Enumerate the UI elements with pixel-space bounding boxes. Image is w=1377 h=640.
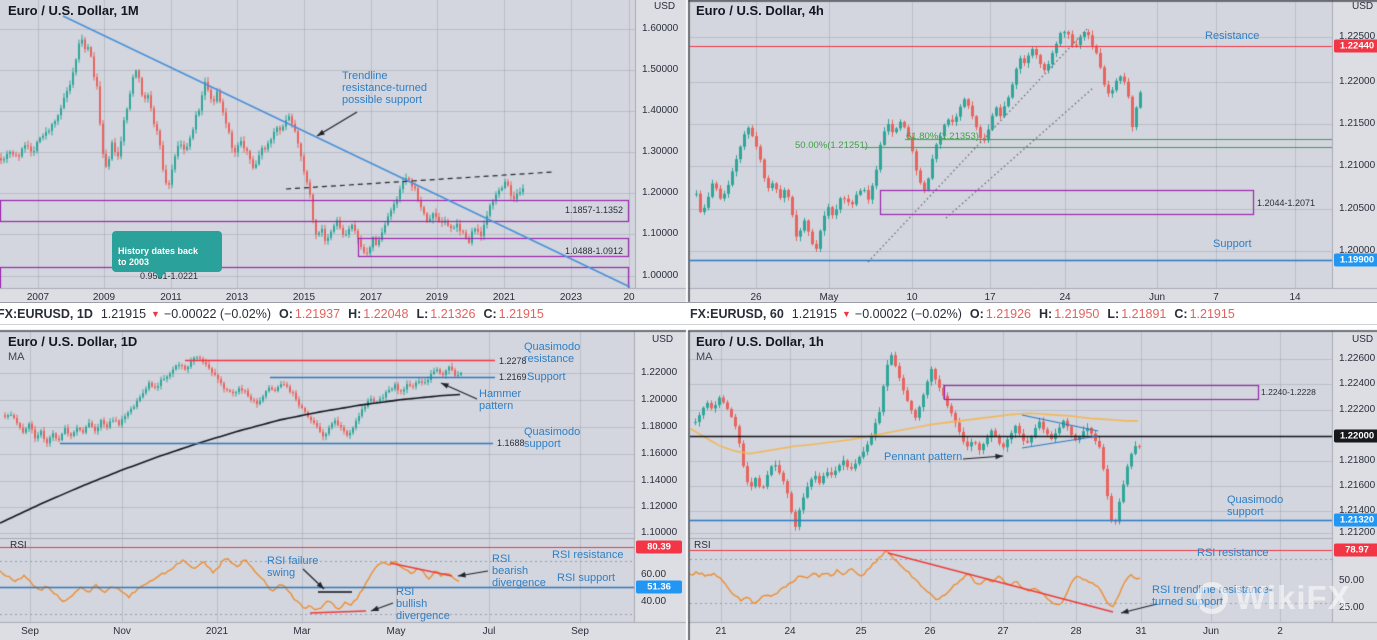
panel-title-text: Euro / U.S. Dollar, 1M — [8, 3, 139, 18]
symbol-label: FX:EURUSD, 60 — [690, 306, 784, 321]
ma-indicator-label: MA — [696, 351, 713, 363]
last-price: 1.21915 — [100, 306, 147, 321]
panel-title-text: Euro / U.S. Dollar, 4h — [696, 3, 824, 18]
panel-title-text: Euro / U.S. Dollar, 1D — [8, 334, 138, 349]
close-value: 1.21915 — [1189, 306, 1235, 321]
panel-title-1d: Euro / U.S. Dollar, 1D MA — [8, 335, 137, 364]
status-bar-60: FX:EURUSD, 60 1.21915 ▼ −0.00022 (−0.02%… — [688, 302, 1377, 325]
low-label: L: — [1107, 306, 1120, 321]
panel-title-text: Euro / U.S. Dollar, 1h — [696, 334, 824, 349]
panel-title-4h: Euro / U.S. Dollar, 4h — [696, 4, 824, 18]
down-triangle-icon: ▼ — [151, 308, 160, 319]
close-label: C: — [483, 306, 497, 321]
open-label: O: — [278, 306, 293, 321]
open-value: 1.21937 — [294, 306, 341, 321]
history-callout: History dates back to 2003 — [112, 231, 222, 279]
high-label: H: — [348, 306, 362, 321]
close-label: C: — [1174, 306, 1188, 321]
low-label: L: — [416, 306, 429, 321]
price-change: −0.00022 (−0.02%) — [163, 306, 271, 321]
wikifx-logo-icon — [1196, 582, 1228, 614]
symbol-label: FX:EURUSD, 1D — [0, 306, 93, 321]
high-value: 1.21950 — [1054, 306, 1100, 321]
panel-title-1m: Euro / U.S. Dollar, 1M — [8, 4, 139, 18]
high-label: H: — [1039, 306, 1053, 321]
wikifx-watermark: WikiFX — [1196, 579, 1351, 617]
panel-title-1h: Euro / U.S. Dollar, 1h MA — [696, 335, 824, 364]
close-value: 1.21915 — [498, 306, 544, 321]
status-bar-1d: FX:EURUSD, 1D 1.21915 ▼ −0.00022 (−0.02%… — [0, 302, 688, 325]
high-value: 1.22048 — [363, 306, 409, 321]
open-label: O: — [969, 306, 984, 321]
history-callout-text: History dates back to 2003 — [118, 246, 199, 267]
watermark-text: WikiFX — [1235, 579, 1351, 616]
ma-indicator-label: MA — [8, 351, 25, 363]
low-value: 1.21891 — [1121, 306, 1167, 321]
low-value: 1.21326 — [430, 306, 476, 321]
down-triangle-icon: ▼ — [841, 308, 851, 319]
open-value: 1.21926 — [985, 306, 1031, 321]
last-price: 1.21915 — [791, 306, 837, 321]
price-change: −0.00022 (−0.02%) — [854, 306, 962, 321]
